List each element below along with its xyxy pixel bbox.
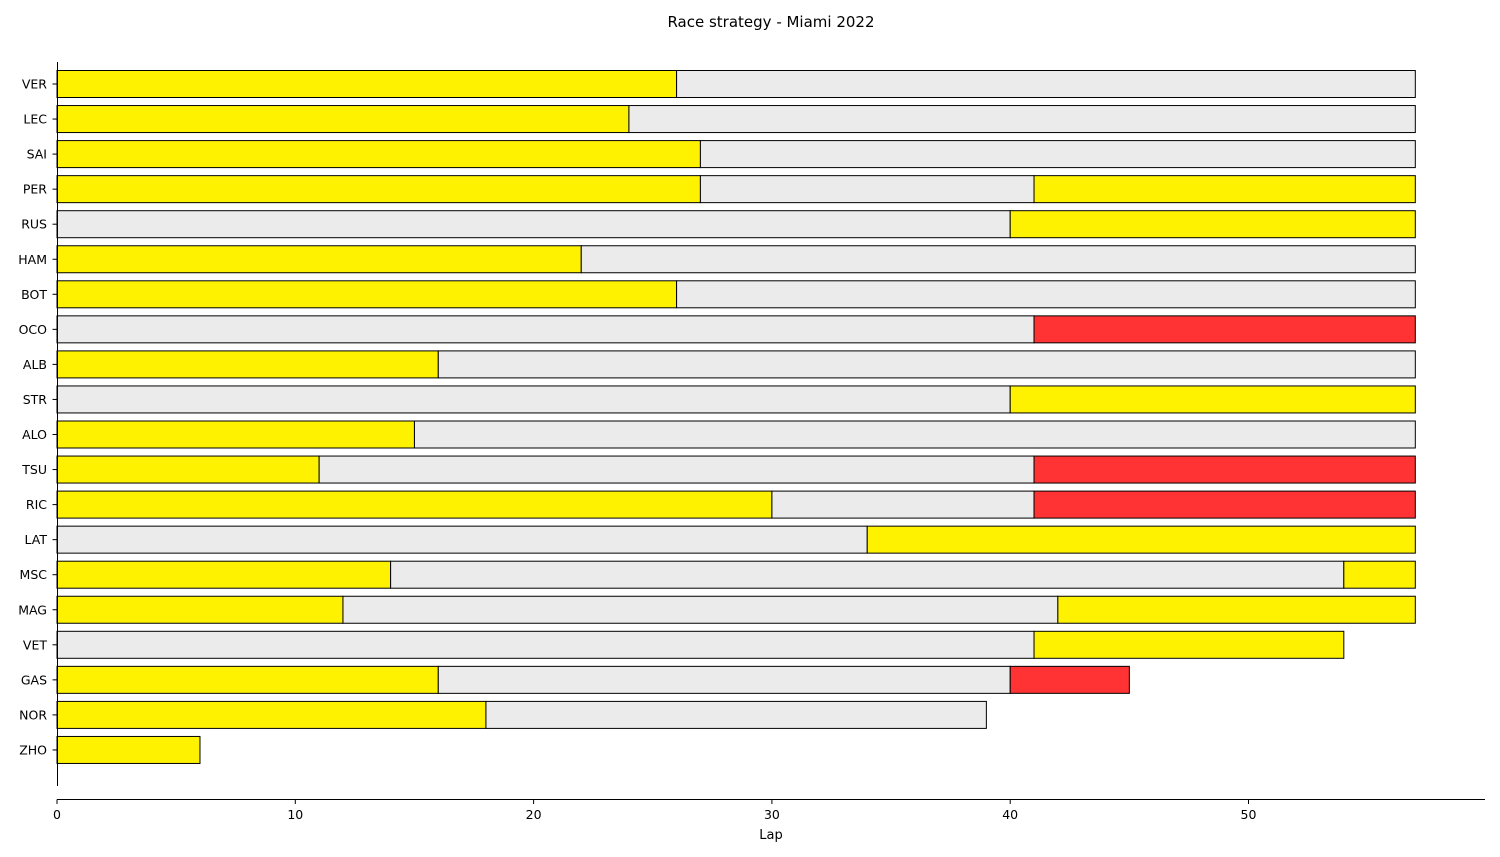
stint-bar-oco-1 — [56, 315, 1035, 344]
y-tick-label-vet: VET — [23, 637, 47, 652]
stint-bars — [56, 70, 1416, 764]
stint-bar-gas-3 — [1009, 665, 1130, 694]
stint-bar-ver-1 — [56, 70, 678, 98]
stint-bar-alb-2 — [437, 350, 1416, 379]
stint-bar-nor-2 — [485, 700, 987, 729]
stint-bar-alb-1 — [56, 350, 439, 379]
stint-bar-per-3 — [1033, 175, 1416, 204]
y-tick-label-oco: OCO — [19, 322, 48, 337]
stint-bar-mag-1 — [56, 595, 344, 624]
stint-bar-mag-3 — [1057, 595, 1416, 624]
y-axis: VER LEC SAI PER RUS HAM BOT OCO ALB STR ALO TSU RIC L… — [18, 62, 58, 786]
stint-bar-ric-1 — [56, 490, 773, 519]
stint-bar-lec-2 — [628, 105, 1416, 134]
stint-bar-oco-2 — [1033, 315, 1416, 344]
chart-title: Race strategy - Miami 2022 — [667, 13, 874, 31]
stint-bar-alo-2 — [413, 420, 1416, 449]
stint-bar-per-1 — [56, 175, 701, 204]
x-tick-label-20: 20 — [526, 807, 542, 822]
y-tick-label-ric: RIC — [26, 497, 47, 512]
stint-bar-lat-2 — [866, 525, 1416, 554]
y-tick-label-alo: ALO — [22, 427, 47, 442]
y-tick-label-lat: LAT — [25, 532, 48, 547]
stint-bar-tsu-1 — [56, 455, 320, 484]
y-tick-label-tsu: TSU — [21, 462, 47, 477]
stint-bar-str-1 — [56, 385, 1011, 414]
x-tick-label-10: 10 — [287, 807, 303, 822]
y-tick-label-per: PER — [23, 182, 47, 197]
stint-bar-msc-3 — [1343, 560, 1416, 589]
stint-bar-ric-3 — [1033, 490, 1416, 519]
x-tick-label-50: 50 — [1241, 807, 1257, 822]
y-tick-label-gas: GAS — [21, 672, 47, 687]
stint-bar-tsu-2 — [318, 455, 1035, 484]
x-tick-label-0: 0 — [53, 807, 61, 822]
y-tick-label-nor: NOR — [19, 707, 47, 722]
stint-bar-bot-2 — [676, 280, 1416, 309]
stint-bar-tsu-3 — [1033, 455, 1416, 484]
y-tick-label-rus: RUS — [21, 217, 47, 232]
stint-bar-sai-2 — [699, 140, 1416, 169]
stint-bar-rus-2 — [1009, 210, 1416, 239]
x-axis: 0 10 20 30 40 50 — [53, 799, 1485, 822]
stint-bar-nor-1 — [56, 700, 487, 729]
x-tick-label-40: 40 — [1002, 807, 1018, 822]
y-tick-label-str: STR — [23, 392, 48, 407]
x-tick-label-30: 30 — [764, 807, 780, 822]
stint-bar-lat-1 — [56, 525, 868, 554]
y-tick-label-bot: BOT — [21, 287, 47, 302]
y-tick-label-mag: MAG — [18, 602, 47, 617]
stint-bar-rus-1 — [56, 210, 1011, 239]
y-tick-label-lec: LEC — [23, 112, 47, 127]
y-tick-label-ver: VER — [22, 77, 47, 92]
stint-bar-sai-1 — [56, 140, 701, 169]
y-tick-label-alb: ALB — [23, 357, 47, 372]
stint-bar-vet-2 — [1033, 630, 1345, 659]
y-tick-label-msc: MSC — [20, 567, 48, 582]
stint-bar-vet-1 — [56, 630, 1035, 659]
stint-bar-zho-1 — [56, 735, 201, 764]
x-axis-label: Lap — [759, 828, 782, 843]
y-tick-label-zho: ZHO — [19, 742, 47, 757]
stint-bar-lec-1 — [56, 105, 630, 134]
stint-bar-ver-2 — [676, 70, 1416, 98]
stint-bar-str-2 — [1009, 385, 1416, 414]
stint-bar-alo-1 — [56, 420, 415, 449]
stint-bar-msc-1 — [56, 560, 392, 589]
stint-bar-gas-2 — [437, 665, 1011, 694]
stint-bar-mag-2 — [342, 595, 1059, 624]
stint-bar-gas-1 — [56, 665, 439, 694]
stint-bar-msc-2 — [390, 560, 1345, 589]
stint-bar-ham-1 — [56, 245, 582, 274]
stint-bar-ham-2 — [580, 245, 1416, 274]
y-tick-label-sai: SAI — [27, 147, 47, 162]
stint-bar-bot-1 — [56, 280, 678, 309]
stint-bar-per-2 — [699, 175, 1035, 204]
stint-bar-ric-2 — [771, 490, 1035, 519]
y-tick-label-ham: HAM — [18, 252, 47, 267]
